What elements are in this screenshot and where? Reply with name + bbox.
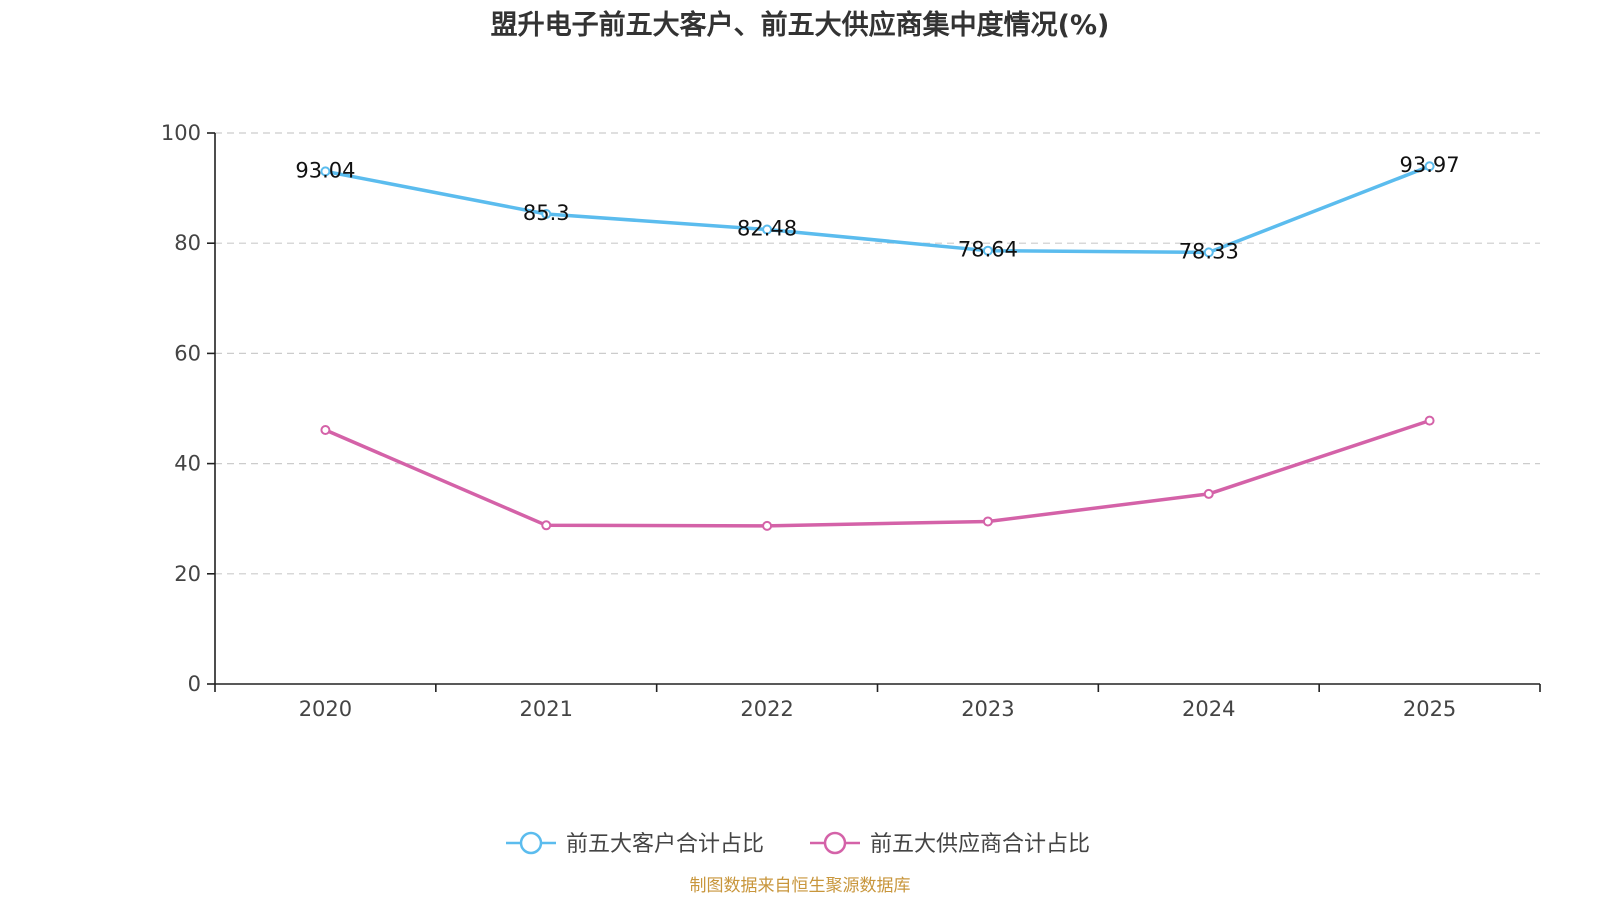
- legend-item-1[interactable]: 前五大客户合计占比: [506, 831, 764, 857]
- legend-label: 前五大供应商合计占比: [870, 832, 1090, 857]
- x-tick-label: 2024: [1182, 697, 1235, 721]
- x-tick-label: 2022: [740, 697, 793, 721]
- series-layer: [320, 161, 1435, 531]
- y-tick-label: 0: [188, 672, 201, 696]
- legend-item-2[interactable]: 前五大供应商合计占比: [810, 831, 1090, 857]
- series-2-point[interactable]: [1203, 488, 1214, 499]
- y-tick-label: 20: [174, 562, 201, 586]
- series-1-point[interactable]: [1424, 161, 1435, 172]
- series-2-point[interactable]: [1424, 415, 1435, 426]
- series-1-point[interactable]: [1203, 247, 1214, 258]
- source-note: 制图数据来自恒生聚源数据库: [690, 876, 911, 896]
- legend-marker: [519, 831, 543, 855]
- series-1-point[interactable]: [320, 166, 331, 177]
- data-label: 93.97: [1400, 153, 1460, 177]
- axes: 0 20 40 60 80 100 2020 2021 2022 2023 2024 2025: [161, 121, 1541, 721]
- x-tick-label: 2021: [520, 697, 573, 721]
- series-1-point[interactable]: [541, 208, 552, 219]
- x-tick-label: 2025: [1403, 697, 1456, 721]
- series-2-point[interactable]: [762, 520, 773, 531]
- data-label: 78.64: [958, 238, 1018, 262]
- chart-title: 盟升电子前五大客户、前五大供应商集中度情况(%): [491, 9, 1110, 41]
- series-2-point[interactable]: [320, 424, 331, 435]
- grid-lines: [215, 132, 1540, 575]
- data-label: 85.3: [523, 201, 570, 225]
- series-1-point[interactable]: [982, 245, 993, 256]
- y-tick-label: 100: [161, 121, 201, 145]
- legend-label: 前五大客户合计占比: [566, 832, 764, 857]
- y-tick-label: 40: [174, 452, 201, 476]
- y-tick-label: 60: [174, 341, 201, 365]
- x-tick-label: 2023: [961, 697, 1014, 721]
- data-label: 93.04: [295, 158, 355, 182]
- data-labels: 93.04 85.3 82.48 78.64 78.33 93.97: [295, 153, 1459, 263]
- series-1-point[interactable]: [762, 224, 773, 235]
- x-tick-label: 2020: [299, 697, 352, 721]
- series-2-point[interactable]: [982, 516, 993, 527]
- series-2-point[interactable]: [541, 520, 552, 531]
- series-line-2: [324, 418, 1431, 528]
- data-label: 78.33: [1179, 239, 1239, 263]
- legend-marker: [823, 831, 847, 855]
- data-label: 82.48: [737, 217, 797, 241]
- y-tick-label: 80: [174, 231, 201, 255]
- legend[interactable]: 前五大客户合计占比 前五大供应商合计占比: [506, 831, 1090, 857]
- series-line-1: [325, 164, 1431, 255]
